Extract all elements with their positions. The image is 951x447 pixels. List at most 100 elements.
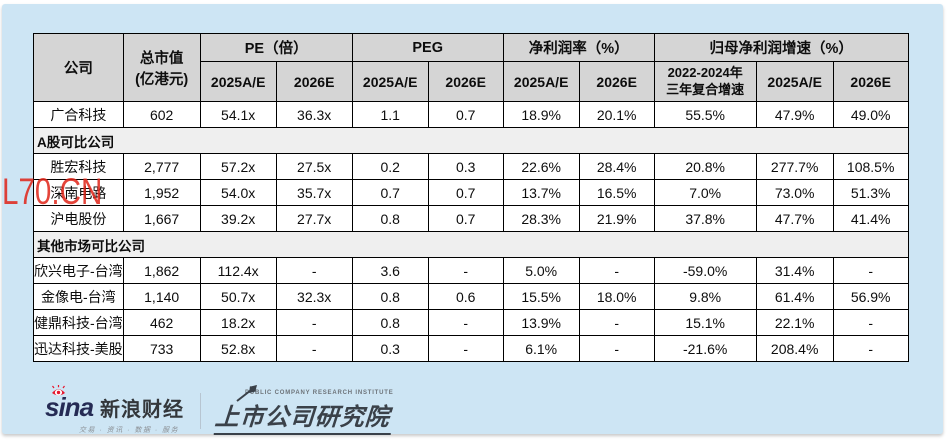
value-cell: 21.9%: [578, 205, 655, 232]
value-cell: 52.8x: [199, 335, 277, 362]
sina-brand-text: sina: [45, 391, 94, 422]
sina-eye-icon: [52, 384, 65, 395]
value-cell: 16.5%: [578, 179, 655, 206]
value-cell: 31.4%: [755, 257, 834, 284]
value-cell: 54.0x: [199, 179, 277, 206]
sina-wordmark: sina: [45, 384, 94, 423]
value-cell: 208.4%: [755, 335, 834, 362]
value-cell: 27.5x: [275, 153, 353, 180]
value-cell: 277.7%: [755, 153, 834, 180]
company-name-cell: 广合科技: [33, 101, 124, 128]
value-cell: 27.7x: [275, 205, 353, 232]
comparison-table-wrap: 公司 总市值 (亿港元) PE（倍） PEG 净利润率（%） 归母净利润增速（%…: [33, 33, 909, 362]
value-cell: 37.8%: [653, 205, 757, 232]
col-header-market-cap: 总市值 (亿港元): [122, 33, 201, 102]
table-row: 胜宏科技 2,777 57.2x 27.5x 0.2 0.3 22.6% 28.4% 20.8%…: [33, 153, 909, 180]
value-cell: 20.8%: [653, 153, 757, 180]
value-cell: -: [578, 309, 655, 336]
value-cell: 0.7: [427, 101, 504, 128]
value-cell: 61.4%: [755, 283, 834, 310]
market-cap-label: 总市值: [139, 50, 184, 67]
value-cell: -: [427, 309, 504, 336]
sina-tagline: 交易 · 资讯 · 数据 · 服务: [79, 426, 180, 434]
cagr-line1: 2022-2024年: [667, 65, 743, 81]
table-row: 金像电-台湾 1,140 50.7x 32.3x 0.8 0.6 15.5% 18.0% 9.8…: [33, 283, 909, 310]
value-cell: -: [578, 257, 655, 284]
col-group-peg: PEG: [351, 33, 504, 62]
table-row: 欣兴电子-台湾 1,862 112.4x -3.6-5.0% - -59.0% 31.4% -: [33, 257, 909, 284]
footer-logos: sina 新浪财经 交易 · 资讯 · 数据 · 服务 PUBLIC COMPA…: [45, 384, 394, 435]
institute-subtitle: PUBLIC COMPANY RESEARCH INSTITUTE: [245, 389, 394, 396]
company-name-cell: 欣兴电子-台湾: [33, 257, 124, 284]
value-cell: -: [275, 335, 353, 362]
value-cell: 18.0%: [578, 283, 655, 310]
value-cell: 50.7x: [199, 283, 277, 310]
value-cell: 47.9%: [755, 101, 834, 128]
header-sub-row: 2025A/E 2026E 2025A/E 2026E 2025A/E 2026…: [34, 61, 909, 102]
value-cell: 39.2x: [199, 205, 277, 232]
value-cell: 51.3%: [832, 179, 909, 206]
col-growth-2025: 2025A/E: [755, 61, 834, 102]
value-cell: -: [832, 257, 909, 284]
value-cell: 112.4x: [199, 257, 277, 284]
col-pe-2026: 2026E: [275, 61, 353, 102]
value-cell: 0.7: [427, 205, 504, 232]
value-cell: 1,140: [122, 283, 201, 310]
value-cell: 18.9%: [502, 101, 580, 128]
col-peg-2025: 2025A/E: [351, 61, 429, 102]
institute-name: 上市公司研究院: [213, 396, 394, 435]
col-growth-2026: 2026E: [832, 61, 909, 102]
value-cell: 0.8: [351, 205, 429, 232]
value-cell: 0.7: [351, 179, 429, 206]
value-cell: 0.3: [427, 153, 504, 180]
value-cell: 32.3x: [275, 283, 353, 310]
table-row: 沪电股份 1,667 39.2x 27.7x 0.8 0.7 28.3% 21.9% 37.8%…: [33, 205, 909, 232]
value-cell: 28.4%: [578, 153, 655, 180]
value-cell: 0.2: [351, 153, 429, 180]
value-cell: -: [275, 257, 353, 284]
sina-finance-logo: sina 新浪财经 交易 · 资讯 · 数据 · 服务: [45, 384, 184, 435]
value-cell: 49.0%: [832, 101, 909, 128]
col-header-company: 公司: [33, 33, 124, 102]
section-row: 其他市场可比公司: [33, 231, 909, 258]
value-cell: -21.6%: [653, 335, 757, 362]
value-cell: 2,777: [122, 153, 201, 180]
value-cell: 20.1%: [578, 101, 655, 128]
company-name-cell: 沪电股份: [33, 205, 124, 232]
value-cell: -: [578, 335, 655, 362]
value-cell: 13.7%: [502, 179, 580, 206]
value-cell: 41.4%: [832, 205, 909, 232]
value-cell: 1,667: [122, 205, 201, 232]
research-institute-logo: PUBLIC COMPANY RESEARCH INSTITUTE 上市公司研究…: [213, 384, 394, 435]
value-cell: 602: [122, 101, 201, 128]
value-cell: 7.0%: [653, 179, 757, 206]
section-row-label: 其他市场可比公司: [33, 231, 909, 258]
col-group-net-margin: 净利润率（%）: [502, 33, 655, 62]
arrow-up-icon: [236, 384, 258, 402]
value-cell: 54.1x: [199, 101, 277, 128]
value-cell: 28.3%: [502, 205, 580, 232]
value-cell: -: [832, 335, 909, 362]
value-cell: 73.0%: [755, 179, 834, 206]
value-cell: -: [427, 335, 504, 362]
cagr-line2: 三年复合增速: [666, 81, 745, 97]
table-row: 健鼎科技-台湾 462 18.2x -0.8-13.9% -15.1% 22.1% -: [33, 309, 909, 336]
value-cell: 733: [122, 335, 201, 362]
value-cell: 1,862: [122, 257, 201, 284]
value-cell: 56.9%: [832, 283, 909, 310]
company-name-cell: 健鼎科技-台湾: [33, 309, 124, 336]
col-group-profit-growth: 归母净利润增速（%）: [653, 33, 909, 62]
value-cell: 0.6: [427, 283, 504, 310]
col-pe-2025: 2025A/E: [199, 61, 277, 102]
value-cell: -: [275, 309, 353, 336]
value-cell: 18.2x: [199, 309, 277, 336]
section-row: A股可比公司: [33, 127, 909, 154]
market-cap-unit: (亿港元): [135, 71, 189, 88]
value-cell: 15.1%: [653, 309, 757, 336]
col-cagr: 2022-2024年 三年复合增速: [653, 61, 757, 102]
value-cell: 22.6%: [502, 153, 580, 180]
header-group-row: 公司 总市值 (亿港元) PE（倍） PEG 净利润率（%） 归母净利润增速（%…: [33, 33, 909, 102]
value-cell: 1.1: [351, 101, 429, 128]
value-cell: -: [832, 309, 909, 336]
company-name-cell: 金像电-台湾: [33, 283, 124, 310]
